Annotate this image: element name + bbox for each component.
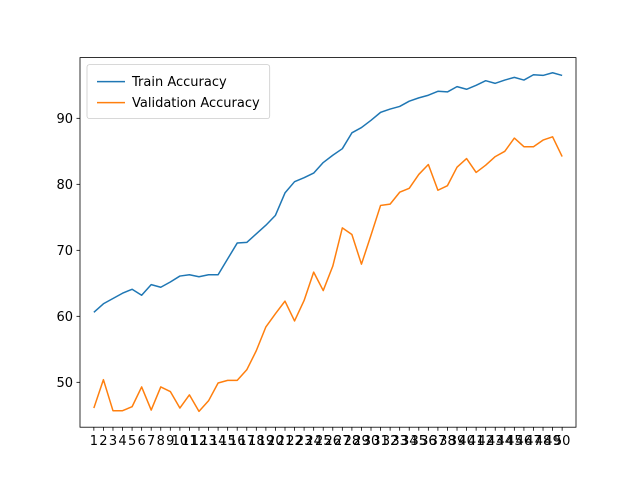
x-tick-label: 1 xyxy=(90,434,98,449)
x-tick-label: 13 xyxy=(200,434,217,449)
series-layer xyxy=(93,72,563,413)
x-tick-label: 23 xyxy=(296,434,313,449)
x-tick-label: 19 xyxy=(258,434,275,449)
x-tick-label: 39 xyxy=(449,434,466,449)
x-tick-label: 22 xyxy=(286,434,303,449)
x-tick-label: 41 xyxy=(468,434,485,449)
x-tick-label: 25 xyxy=(315,434,332,449)
x-tick-label: 42 xyxy=(477,434,494,449)
x-tick-label: 2 xyxy=(99,434,107,449)
x-tick-label: 17 xyxy=(238,434,255,449)
x-tick-label: 29 xyxy=(353,434,370,449)
legend-box xyxy=(86,64,271,119)
x-tick-label: 47 xyxy=(525,434,542,449)
x-tick-label: 11 xyxy=(181,434,198,449)
x-tick-label: 27 xyxy=(334,434,351,449)
series-line-validation-accuracy xyxy=(93,136,563,413)
x-tick-label: 43 xyxy=(487,434,504,449)
x-tick-label: 44 xyxy=(497,434,514,449)
x-tick-label: 48 xyxy=(535,434,552,449)
y-tick-label: 50 xyxy=(56,376,73,391)
x-axis: 1 2 3 4 5 6 7 8 91011121314151617181920212223242… xyxy=(90,427,571,449)
x-tick-label: 10 xyxy=(172,434,189,449)
x-tick-label: 49 xyxy=(544,434,561,449)
series-line-train-accuracy xyxy=(93,72,563,313)
x-tick-label: 28 xyxy=(344,434,361,449)
x-tick-label: 31 xyxy=(372,434,389,449)
x-tick-label: 14 xyxy=(210,434,227,449)
x-tick-label: 16 xyxy=(229,434,246,449)
x-tick-label: 35 xyxy=(411,434,428,449)
x-tick-label: 5 xyxy=(128,434,136,449)
x-tick-label: 38 xyxy=(439,434,456,449)
y-tick-label: 60 xyxy=(56,310,73,325)
x-tick-label: 9 xyxy=(166,434,174,449)
x-tick-label: 15 xyxy=(219,434,236,449)
x-tick-label: 18 xyxy=(248,434,265,449)
x-tick-label: 4 xyxy=(118,434,126,449)
x-tick-label: 34 xyxy=(401,434,418,449)
x-tick-label: 7 xyxy=(147,434,155,449)
y-tick-label: 90 xyxy=(56,112,73,127)
x-tick-label: 26 xyxy=(325,434,342,449)
x-tick-label: 24 xyxy=(305,434,322,449)
x-tick-label: 37 xyxy=(430,434,447,449)
y-tick-label: 80 xyxy=(56,178,73,193)
y-axis: 50 60 70 80 90 xyxy=(56,112,80,391)
x-tick-label: 21 xyxy=(277,434,294,449)
legend-label: Validation Accuracy xyxy=(132,96,260,111)
y-tick-label: 70 xyxy=(56,244,73,259)
x-tick-label: 6 xyxy=(138,434,146,449)
x-tick-label: 46 xyxy=(516,434,533,449)
x-tick-label: 8 xyxy=(157,434,165,449)
legend: Train Accuracy Validation Accuracy xyxy=(86,64,271,119)
x-tick-label: 40 xyxy=(458,434,475,449)
x-tick-label: 32 xyxy=(382,434,399,449)
x-tick-label: 50 xyxy=(554,434,571,449)
x-tick-label: 33 xyxy=(391,434,408,449)
x-tick-label: 3 xyxy=(109,434,117,449)
x-tick-label: 20 xyxy=(267,434,284,449)
plot-area-frame xyxy=(79,57,577,428)
x-tick-label: 36 xyxy=(420,434,437,449)
x-tick-label: 12 xyxy=(191,434,208,449)
x-tick-label: 45 xyxy=(506,434,523,449)
x-tick-label: 30 xyxy=(363,434,380,449)
legend-label: Train Accuracy xyxy=(131,75,227,90)
